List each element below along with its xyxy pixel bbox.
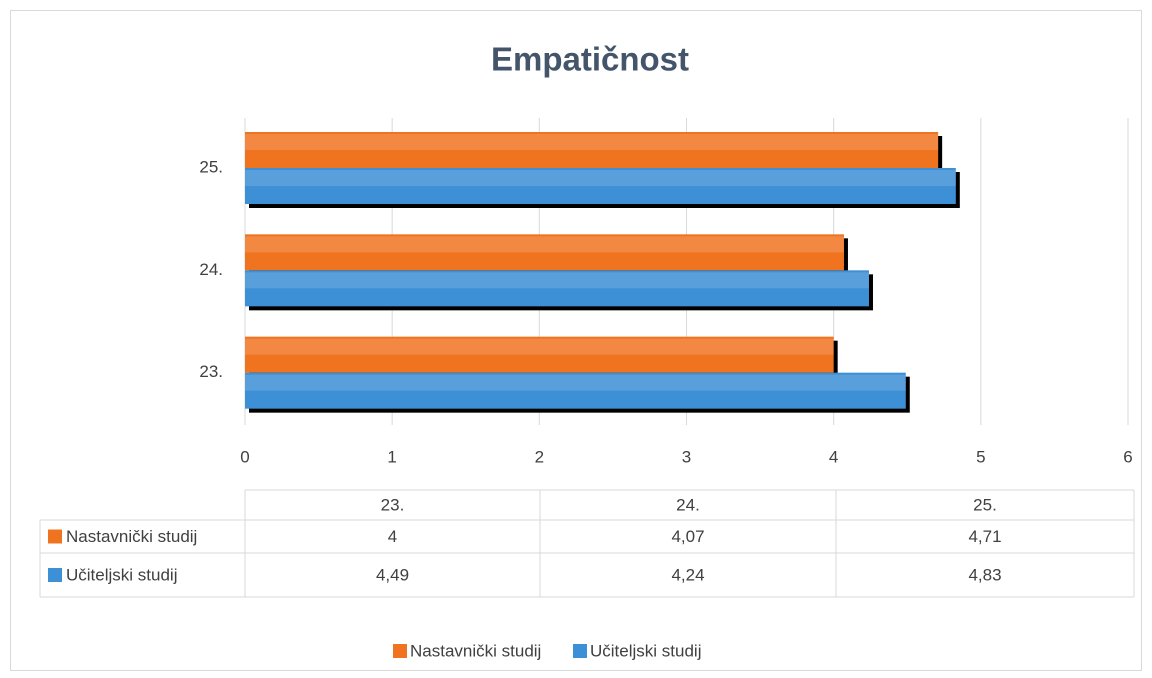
bar	[245, 168, 956, 204]
bar	[245, 234, 844, 271]
x-tick-label: 3	[682, 447, 691, 466]
table-header: 25.	[973, 495, 997, 514]
bar-highlight	[245, 236, 844, 253]
bar-highlight	[245, 272, 869, 289]
y-tick-label: 24.	[199, 260, 223, 279]
legend-label: Učiteljski studij	[590, 641, 701, 660]
x-tick-label: 1	[387, 447, 396, 466]
table-row-label: Učiteljski studij	[66, 565, 177, 584]
table-cell: 4,71	[968, 527, 1001, 546]
x-tick-label: 2	[535, 447, 544, 466]
x-tick-label: 6	[1123, 447, 1132, 466]
x-tick-label: 0	[240, 447, 249, 466]
x-tick-label: 4	[829, 447, 838, 466]
table-legend-key	[48, 568, 62, 582]
y-tick-label: 25.	[199, 157, 223, 176]
bar-highlight	[245, 374, 906, 391]
table-header: 24.	[676, 495, 700, 514]
table-cell: 4,07	[671, 527, 704, 546]
legend-key	[393, 644, 407, 658]
y-tick-label: 23.	[199, 362, 223, 381]
bar-highlight	[245, 170, 956, 186]
bar-highlight	[245, 134, 939, 150]
chart-title: Empatičnost	[491, 41, 689, 78]
table-header: 23.	[381, 495, 405, 514]
bar	[245, 372, 906, 409]
legend-label: Nastavnički studij	[410, 641, 541, 660]
table-legend-key	[48, 529, 62, 544]
bar	[245, 270, 869, 307]
table-cell: 4,83	[968, 565, 1001, 584]
bar-highlight	[245, 338, 834, 355]
x-tick-label: 5	[976, 447, 985, 466]
legend-key	[573, 644, 587, 658]
table-cell: 4,24	[671, 565, 704, 584]
table-cell: 4	[388, 527, 397, 546]
table-cell: 4,49	[376, 565, 409, 584]
bar	[245, 132, 939, 168]
table-row-label: Nastavnički studij	[66, 527, 197, 546]
bar	[245, 336, 834, 373]
